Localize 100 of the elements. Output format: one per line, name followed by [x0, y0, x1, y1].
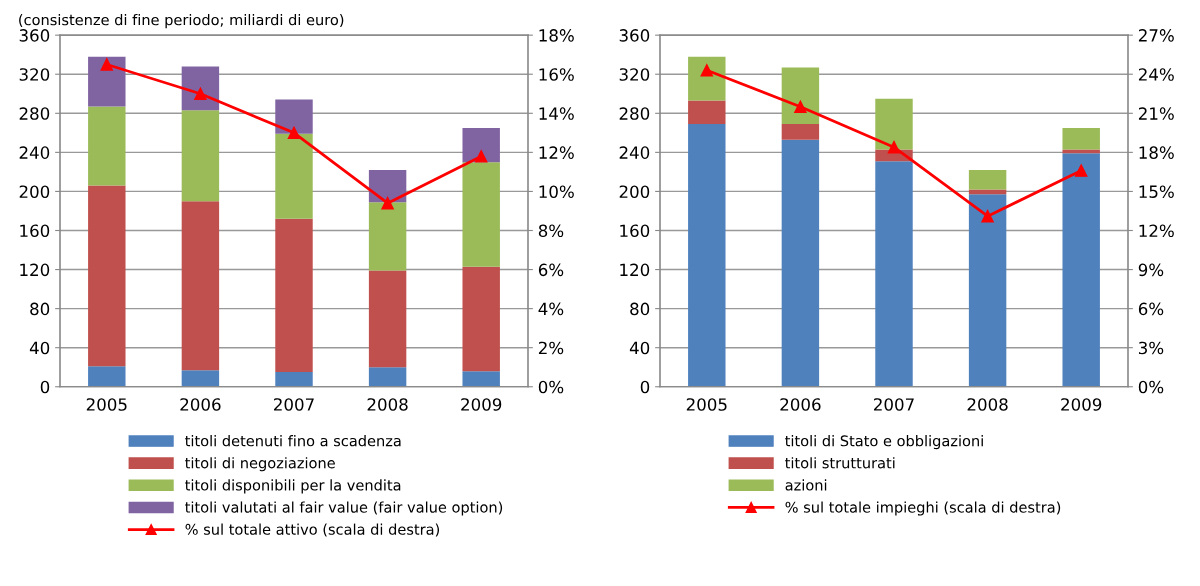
bar — [968, 194, 1007, 387]
y-tick-label: 320 — [619, 68, 650, 81]
y2-tick-label: 6% — [538, 263, 564, 277]
y-tick-label: 200 — [619, 185, 650, 198]
bar — [781, 67, 820, 125]
x-tick-label: 2008 — [367, 398, 408, 411]
x-tick-label: 2007 — [274, 398, 314, 411]
bar — [275, 218, 313, 373]
y-tick-label: 240 — [19, 146, 50, 159]
y-tick-label: 0 — [640, 380, 650, 394]
bar — [968, 189, 1007, 195]
bar — [688, 100, 726, 125]
bar — [688, 124, 726, 387]
bar — [88, 185, 126, 367]
bar — [462, 266, 500, 372]
x-tick-label: 2007 — [874, 398, 914, 411]
x-tick-label: 2005 — [86, 398, 127, 411]
legend-label: titoli disponibili per la vendita — [185, 479, 401, 494]
legend-label: % sul totale impieghi (scala di destra) — [785, 501, 1061, 516]
legend-label: azioni — [785, 479, 827, 491]
bar — [181, 370, 220, 387]
y2-tick-label: 6% — [1138, 302, 1164, 316]
bar — [275, 372, 313, 387]
x-tick-label: 2009 — [461, 398, 502, 411]
y-tick-label: 40 — [629, 341, 650, 355]
point — [794, 100, 807, 114]
legend-label: titoli valutati al fair value (fair value option) — [185, 501, 503, 516]
y2-tick-label: 12% — [539, 146, 574, 159]
y-tick-label: 120 — [20, 263, 50, 277]
x-tick-label: 2008 — [967, 398, 1008, 411]
x-tick-label: 2009 — [1061, 398, 1102, 411]
x-tick-label: 2006 — [180, 398, 221, 411]
point — [100, 58, 114, 71]
y2-tick-label: 9% — [1138, 263, 1164, 277]
point — [381, 196, 394, 210]
bar — [88, 56, 126, 107]
y-tick-label: 360 — [19, 29, 50, 42]
y2-tick-label: 18% — [539, 29, 574, 42]
y2-tick-label: 8% — [538, 224, 564, 238]
y2-tick-label: 0% — [538, 380, 564, 394]
y2-tick-label: 24% — [1138, 68, 1174, 81]
y2-tick-label: 18% — [1139, 146, 1174, 159]
point — [287, 126, 301, 140]
bar — [181, 110, 220, 202]
y-tick-label: 80 — [630, 302, 650, 316]
bar — [1062, 153, 1100, 387]
bar — [1062, 149, 1100, 154]
y2-tick-label: 3% — [1138, 341, 1164, 355]
y-tick-label: 240 — [619, 146, 650, 159]
y2-tick-label: 10% — [539, 185, 574, 198]
bar — [181, 201, 220, 371]
y-tick-label: 160 — [620, 224, 650, 238]
chart-title: (consistenze di fine periodo; miliardi di euro) — [19, 14, 344, 29]
point — [1074, 164, 1088, 177]
y-tick-label: 360 — [619, 29, 650, 42]
y2-tick-label: 21% — [1138, 107, 1174, 120]
point — [474, 150, 488, 163]
y-tick-label: 120 — [620, 263, 650, 277]
bar — [88, 366, 126, 387]
y-tick-label: 40 — [29, 341, 50, 355]
legend-label: titoli di Stato e obbligazioni — [785, 435, 983, 450]
x-tick-label: 2005 — [686, 398, 727, 411]
bar — [462, 162, 500, 267]
y-tick-label: 200 — [19, 185, 50, 198]
y2-tick-label: 12% — [1139, 224, 1174, 238]
bar — [875, 161, 913, 387]
bar — [275, 133, 313, 219]
point — [887, 140, 901, 154]
bar — [688, 56, 726, 101]
legend-label: titoli detenuti fino a scadenza — [185, 435, 401, 447]
y2-tick-label: 16% — [539, 68, 574, 81]
y2-tick-label: 4% — [538, 302, 564, 316]
x-tick-label: 2006 — [780, 398, 821, 411]
bar — [368, 270, 407, 368]
bar — [781, 139, 820, 387]
bar — [368, 202, 407, 271]
legend-label: titoli strutturati — [785, 457, 895, 469]
bar — [462, 127, 500, 163]
y2-tick-label: 0% — [1138, 380, 1164, 394]
y-tick-label: 320 — [19, 68, 50, 81]
bar — [968, 169, 1007, 190]
bar — [368, 367, 407, 387]
bar — [88, 106, 126, 186]
y-tick-label: 80 — [30, 302, 50, 316]
point — [700, 64, 714, 77]
legend-label: titoli di negoziazione — [185, 457, 335, 472]
y2-tick-label: 2% — [538, 341, 564, 355]
y-tick-label: 280 — [19, 107, 50, 120]
y-tick-label: 0 — [40, 380, 50, 394]
legend-label: % sul totale attivo (scala di destra) — [185, 523, 440, 537]
y2-tick-label: 15% — [1139, 185, 1174, 198]
y2-tick-label: 14% — [539, 107, 574, 120]
bar — [1062, 127, 1100, 150]
bar — [462, 371, 500, 387]
bar — [781, 124, 820, 140]
bar — [875, 98, 913, 150]
y2-tick-label: 27% — [1138, 29, 1174, 42]
bar — [275, 99, 313, 134]
y-tick-label: 160 — [20, 224, 50, 238]
y-tick-label: 280 — [619, 107, 650, 120]
